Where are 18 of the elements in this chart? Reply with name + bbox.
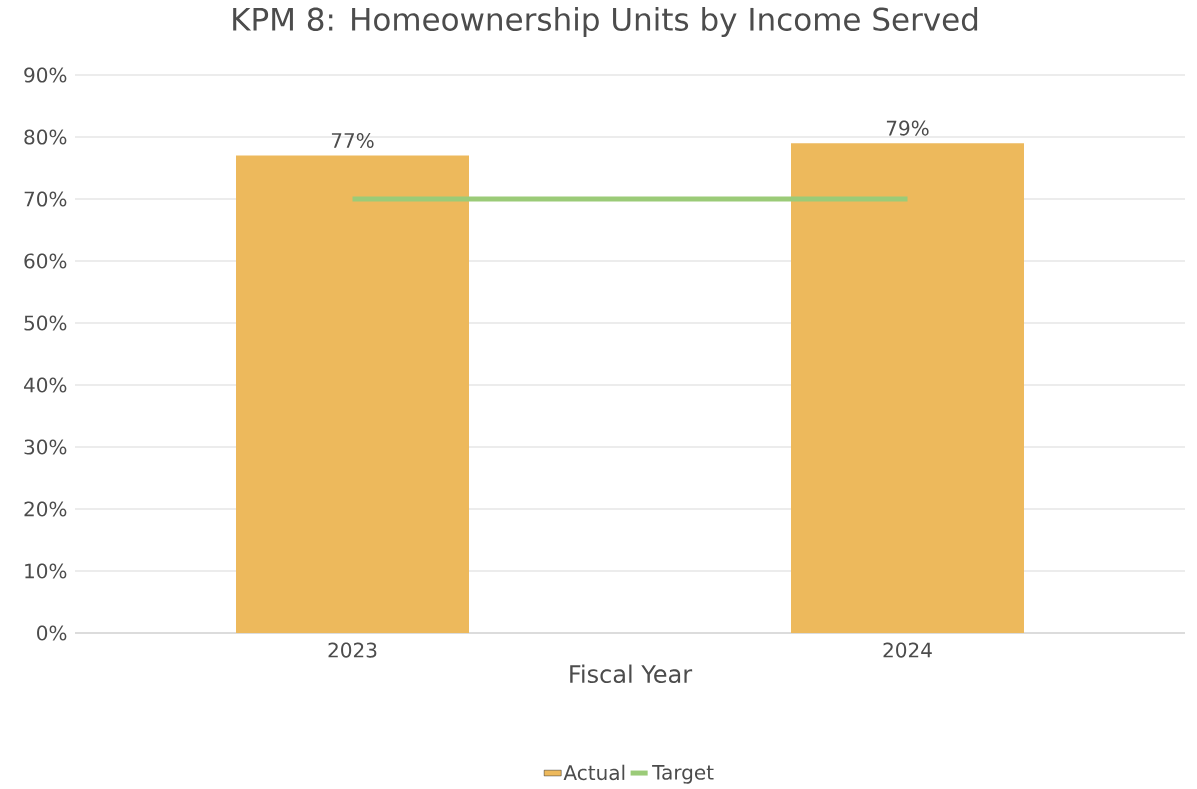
- chart-title: KPM 8: Homeownership Units by Income Served: [233, 6, 978, 37]
- y-tick-label: 0%: [37, 625, 67, 641]
- y-tick-label: 80%: [24, 129, 67, 145]
- y-tick-label: 40%: [23, 377, 67, 393]
- y-tick-label: 60%: [24, 253, 67, 269]
- y-tick-label: 50%: [24, 315, 67, 331]
- x-tick-label: 2024: [883, 642, 932, 658]
- x-tick-label: 2023: [328, 642, 377, 658]
- legend-label: Target: [652, 765, 714, 784]
- y-tick-label: 20%: [24, 501, 67, 517]
- x-axis-title: Fiscal Year: [570, 664, 693, 684]
- data-label: 77%: [331, 132, 374, 149]
- y-tick-label: 30%: [24, 439, 67, 455]
- y-tick-label: 70%: [24, 191, 67, 207]
- data-label: 79%: [886, 120, 929, 136]
- y-tick-label: 10%: [25, 563, 67, 579]
- y-tick-label: 90%: [24, 67, 67, 83]
- legend-label: Actual: [563, 764, 625, 781]
